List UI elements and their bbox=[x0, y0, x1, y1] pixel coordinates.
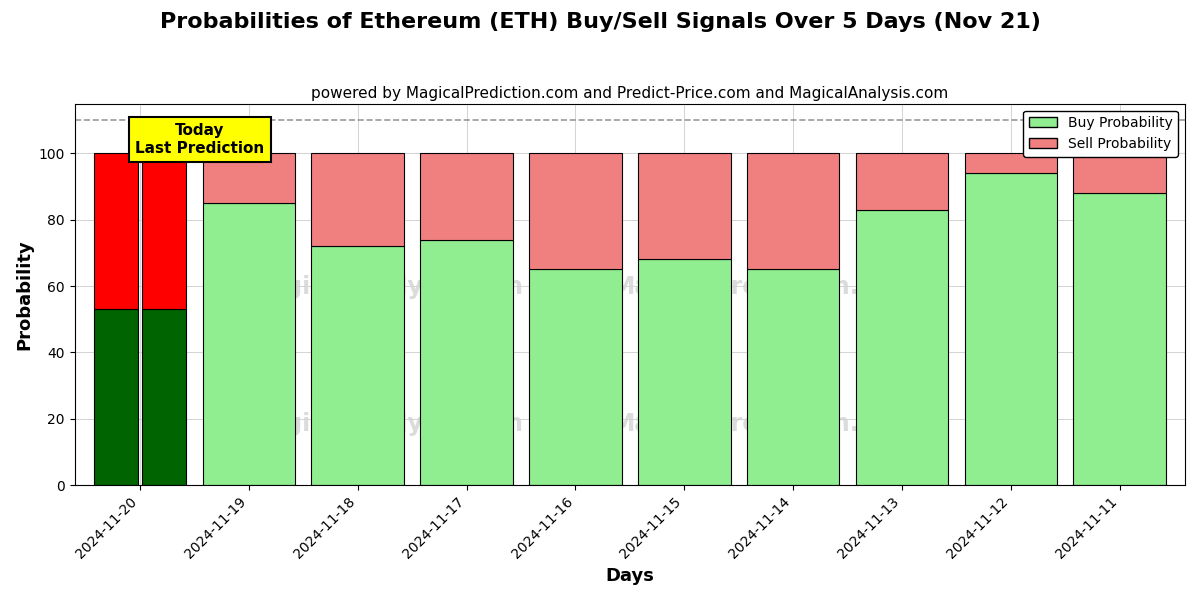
Bar bbox=[312, 154, 404, 246]
Bar bbox=[420, 239, 512, 485]
Bar bbox=[856, 154, 948, 210]
Bar bbox=[529, 154, 622, 269]
Y-axis label: Probability: Probability bbox=[16, 239, 34, 350]
Bar bbox=[965, 173, 1057, 485]
Text: Probabilities of Ethereum (ETH) Buy/Sell Signals Over 5 Days (Nov 21): Probabilities of Ethereum (ETH) Buy/Sell… bbox=[160, 12, 1040, 32]
Bar bbox=[856, 210, 948, 485]
Bar bbox=[142, 309, 186, 485]
Bar bbox=[965, 154, 1057, 173]
Title: powered by MagicalPrediction.com and Predict-Price.com and MagicalAnalysis.com: powered by MagicalPrediction.com and Pre… bbox=[311, 86, 948, 101]
Bar bbox=[1074, 193, 1166, 485]
Legend: Buy Probability, Sell Probability: Buy Probability, Sell Probability bbox=[1024, 110, 1178, 157]
Bar bbox=[1074, 154, 1166, 193]
Bar bbox=[638, 259, 731, 485]
Bar bbox=[312, 246, 404, 485]
Bar bbox=[95, 309, 138, 485]
Bar bbox=[420, 154, 512, 239]
Bar bbox=[142, 154, 186, 309]
Bar bbox=[638, 154, 731, 259]
X-axis label: Days: Days bbox=[605, 567, 654, 585]
Text: MagicalAnalysis.com: MagicalAnalysis.com bbox=[247, 275, 524, 299]
Bar bbox=[746, 154, 839, 269]
Bar bbox=[203, 203, 295, 485]
Bar bbox=[529, 269, 622, 485]
Bar bbox=[203, 154, 295, 203]
Text: MagicalPrediction.com: MagicalPrediction.com bbox=[612, 275, 914, 299]
Bar bbox=[746, 269, 839, 485]
Text: MagicalAnalysis.com: MagicalAnalysis.com bbox=[247, 412, 524, 436]
Text: Today
Last Prediction: Today Last Prediction bbox=[136, 124, 264, 156]
Text: MagicalPrediction.com: MagicalPrediction.com bbox=[612, 412, 914, 436]
Bar bbox=[95, 154, 138, 309]
